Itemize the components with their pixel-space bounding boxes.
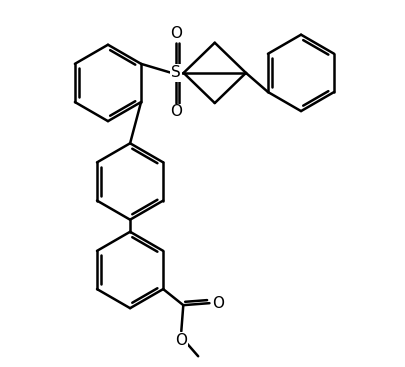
Text: S: S xyxy=(171,65,181,80)
Text: O: O xyxy=(171,26,182,41)
Text: O: O xyxy=(175,333,187,348)
Text: O: O xyxy=(212,296,224,310)
Text: O: O xyxy=(171,104,182,119)
